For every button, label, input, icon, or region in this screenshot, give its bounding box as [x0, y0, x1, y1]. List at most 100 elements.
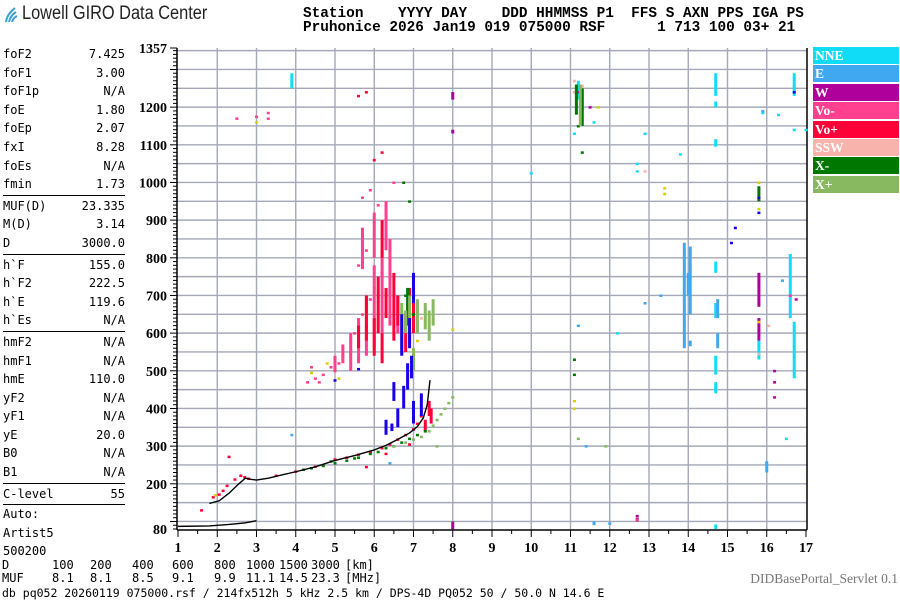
echo-span-vo-: [388, 238, 392, 326]
echo-point-x-: [431, 424, 435, 427]
x-tick-label: 11: [564, 541, 577, 556]
echo-point-vo-: [266, 111, 270, 115]
echo-point-nne: [529, 172, 533, 175]
param-label: fxI: [3, 139, 25, 154]
echo-point-echo: [757, 211, 761, 215]
echo-point-vo-: [337, 362, 341, 365]
param-label: fmin: [3, 177, 32, 192]
echo-point-echo: [757, 207, 761, 211]
echo-point-vo-: [419, 415, 423, 418]
echo-span-vo-: [380, 220, 384, 258]
echo-span-nne: [714, 101, 718, 108]
echo-span-vo-: [427, 400, 431, 417]
echo-point-vo-: [235, 117, 239, 120]
y-tick-label: 400: [146, 402, 167, 417]
echo-point-x-: [353, 457, 357, 460]
param-value: N/A: [103, 158, 125, 173]
echo-point-w: [773, 369, 777, 373]
y-tick-label: 1100: [140, 139, 167, 154]
param-value: 20.0: [96, 427, 125, 442]
echo-point-vo-: [211, 495, 215, 499]
echo-span-echo: [400, 314, 404, 356]
echo-point-vo-: [376, 204, 380, 207]
logo[interactable]: Lowell GIRO Data Center: [4, 3, 237, 25]
echo-point-vo-: [233, 478, 237, 481]
echo-point-vo-: [380, 151, 384, 154]
echo-point-echo: [451, 328, 455, 331]
echo-span-x-: [423, 303, 427, 330]
legend-item: Vo-: [813, 102, 899, 120]
echo-point-vo-: [384, 452, 388, 456]
echo-span-echo: [412, 400, 415, 424]
echo-span-echo: [392, 382, 396, 401]
legend-item: W: [813, 83, 899, 101]
param-label: foF1: [3, 65, 32, 80]
echo-point-x-: [408, 437, 412, 441]
echo-point-echo: [333, 379, 337, 382]
echo-point-ssw: [419, 317, 423, 320]
echo-span-x-: [580, 88, 584, 126]
x-tick-label: 2: [214, 541, 221, 556]
echo-point-x-: [604, 445, 608, 448]
echo-point-x-: [419, 435, 423, 439]
echo-point-vo-: [225, 484, 229, 488]
param-row: B0 N/A: [3, 444, 125, 463]
echo-span-echo: [390, 423, 394, 432]
param-row: B1 N/A: [3, 463, 125, 482]
param-value: N/A: [103, 84, 125, 99]
echo-point-vo-: [341, 354, 345, 358]
echo-span-echo: [419, 393, 423, 417]
echo-span-nne: [576, 80, 580, 100]
echo-point-vo-: [349, 350, 353, 354]
y-tick-label: 1357: [139, 42, 167, 57]
echo-span-echo: [406, 363, 410, 390]
echo-point-x-: [576, 124, 580, 128]
echo-span-nne: [714, 303, 718, 319]
echo-span-x-: [404, 310, 408, 334]
param-value: 222.5: [88, 276, 125, 291]
echo-point-w: [576, 91, 580, 94]
echo-span-echo: [384, 419, 388, 435]
param-row: fmin 1.73: [3, 175, 125, 194]
echo-span-nne: [757, 340, 761, 360]
echo-point-x-: [408, 200, 412, 203]
echo-point-x-: [435, 418, 439, 422]
param-value: 2.07: [96, 121, 125, 136]
echo-point-vo-: [368, 298, 372, 301]
legend-item: E: [813, 65, 899, 83]
x-tick-label: 5: [332, 541, 339, 556]
echo-span-x-: [431, 299, 435, 326]
param-row: foF2 7.425: [3, 45, 125, 64]
echo-point-x-: [345, 459, 349, 462]
echo-point-vo-: [364, 91, 368, 94]
echo-point-nne: [635, 162, 639, 166]
echo-point-x-: [576, 437, 580, 441]
echo-point-vo-: [388, 443, 392, 446]
legend-item: SSW: [813, 138, 899, 156]
param-row: h`E 119.6: [3, 293, 125, 312]
param-label: yF2: [3, 390, 25, 405]
param-label: hmF2: [3, 334, 32, 349]
header-values: Pruhonice 2026 Jan19 019 075000 RSF 1 71…: [303, 20, 796, 36]
echo-point-ssw: [767, 324, 771, 328]
echo-point-x-: [423, 430, 427, 433]
echo-span-e: [716, 333, 720, 349]
echo-span-echo: [410, 355, 414, 379]
separator: [3, 504, 125, 506]
echo-span-e: [686, 272, 690, 296]
header-labels: Station YYYY DAY DDD HHMMSS P1 FFS S AXN…: [303, 6, 804, 22]
y-tick-label: 900: [146, 214, 167, 229]
echo-point-x-: [415, 433, 419, 437]
echo-point-vo-: [415, 422, 419, 426]
muf-table-cell: 1000: [246, 558, 275, 572]
echo-point-echo: [792, 91, 796, 94]
echo-span-x-: [406, 287, 410, 326]
param-row: hmF2 N/A: [3, 333, 125, 352]
y-tick-label: 300: [146, 440, 167, 455]
echo-point-vo-: [392, 181, 396, 184]
param-value: 155.0: [88, 257, 125, 272]
echo-point-echo: [337, 377, 341, 380]
servlet-label: DIDBasePortal_Servlet 0.1: [750, 571, 898, 586]
echo-span-echo: [412, 272, 415, 304]
param-value: 8.28: [96, 139, 125, 154]
